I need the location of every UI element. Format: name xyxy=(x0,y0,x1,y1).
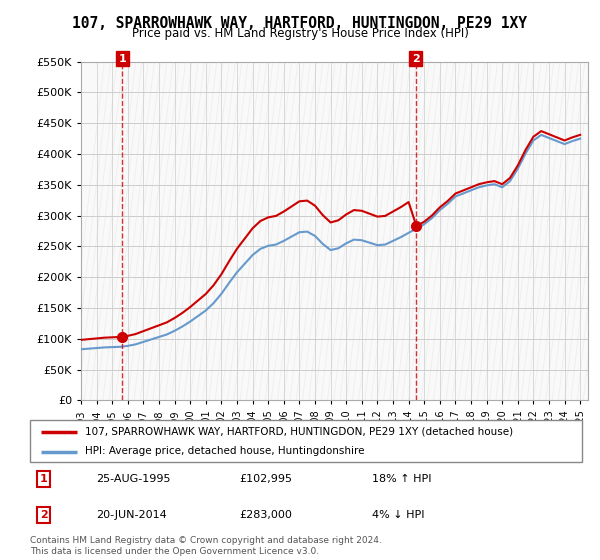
Text: HPI: Average price, detached house, Huntingdonshire: HPI: Average price, detached house, Hunt… xyxy=(85,446,365,456)
Text: 107, SPARROWHAWK WAY, HARTFORD, HUNTINGDON, PE29 1XY (detached house): 107, SPARROWHAWK WAY, HARTFORD, HUNTINGD… xyxy=(85,427,514,437)
Text: 20-JUN-2014: 20-JUN-2014 xyxy=(96,510,167,520)
Text: 4% ↓ HPI: 4% ↓ HPI xyxy=(372,510,425,520)
Text: 18% ↑ HPI: 18% ↑ HPI xyxy=(372,474,432,484)
Text: 2: 2 xyxy=(40,510,47,520)
Text: 1: 1 xyxy=(118,54,126,63)
Text: 1: 1 xyxy=(40,474,47,484)
Text: 107, SPARROWHAWK WAY, HARTFORD, HUNTINGDON, PE29 1XY: 107, SPARROWHAWK WAY, HARTFORD, HUNTINGD… xyxy=(73,16,527,31)
Text: £283,000: £283,000 xyxy=(240,510,293,520)
Text: Contains HM Land Registry data © Crown copyright and database right 2024.
This d: Contains HM Land Registry data © Crown c… xyxy=(30,536,382,556)
Text: 2: 2 xyxy=(412,54,419,63)
FancyBboxPatch shape xyxy=(30,420,582,462)
Text: £102,995: £102,995 xyxy=(240,474,293,484)
Text: Price paid vs. HM Land Registry's House Price Index (HPI): Price paid vs. HM Land Registry's House … xyxy=(131,27,469,40)
Text: 25-AUG-1995: 25-AUG-1995 xyxy=(96,474,171,484)
